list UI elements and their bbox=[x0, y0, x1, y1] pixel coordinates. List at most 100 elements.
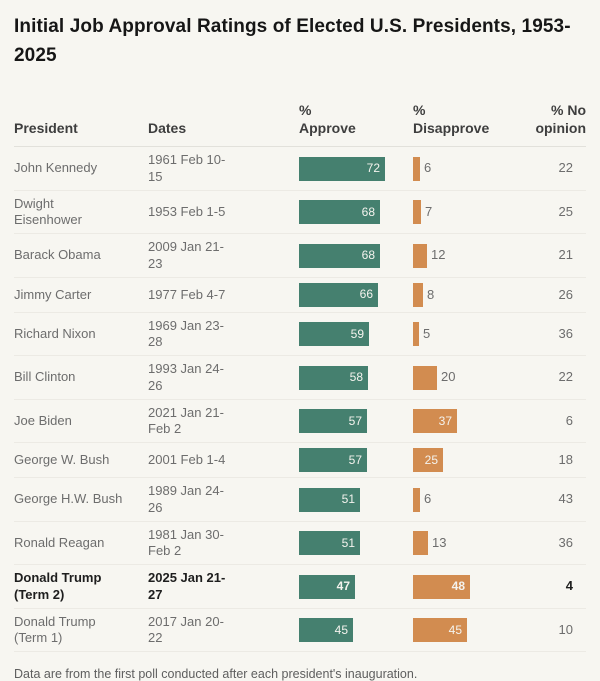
table-body: John Kennedy 1961 Feb 10-15 72 6 22 Dwight Ei… bbox=[14, 147, 586, 653]
disapprove-bar-wrap: 37 bbox=[413, 409, 523, 433]
disapprove-bar bbox=[413, 365, 437, 390]
disapprove-bar-wrap: 20 bbox=[413, 365, 523, 390]
disapprove-value: 6 bbox=[424, 491, 432, 507]
disapprove-value: 8 bbox=[427, 286, 435, 302]
approve-cell: 59 bbox=[299, 322, 413, 346]
table-row: Ronald Reagan 1981 Jan 30-Feb 2 51 13 36 bbox=[14, 522, 586, 566]
poll-dates: 1993 Jan 24-26 bbox=[148, 361, 224, 393]
approve-value: 57 bbox=[348, 452, 362, 467]
approve-cell: 47 bbox=[299, 574, 413, 599]
table-row: Barack Obama 2009 Jan 21-23 68 12 21 bbox=[14, 234, 586, 278]
disapprove-bar-wrap: 12 bbox=[413, 243, 523, 268]
table-row: Richard Nixon 1969 Jan 23-28 59 5 36 bbox=[14, 313, 586, 357]
president-cell: Dwight Eisenhower bbox=[14, 196, 148, 229]
disapprove-value: 7 bbox=[425, 203, 433, 219]
disapprove-bar: 25 bbox=[413, 448, 443, 473]
disapprove-value: 13 bbox=[432, 534, 447, 550]
president-name: Dwight Eisenhower bbox=[14, 195, 82, 227]
disapprove-cell: 48 bbox=[413, 574, 523, 599]
table-header-row: President Dates % Approve % Disapprove %… bbox=[14, 101, 586, 148]
poll-dates: 1969 Jan 23-28 bbox=[148, 317, 224, 349]
president-cell: George W. Bush bbox=[14, 452, 148, 468]
table-row: John Kennedy 1961 Feb 10-15 72 6 22 bbox=[14, 147, 586, 191]
disapprove-bar-wrap: 45 bbox=[413, 618, 523, 642]
dates-cell: 1969 Jan 23-28 bbox=[148, 318, 299, 351]
poll-dates: 1977 Feb 4-7 bbox=[148, 286, 226, 302]
poll-dates: 2001 Feb 1-4 bbox=[148, 452, 226, 468]
approve-bar: 68 bbox=[299, 200, 380, 224]
header-dates: Dates bbox=[148, 120, 187, 137]
approve-value: 47 bbox=[336, 579, 350, 593]
table-row: Jimmy Carter 1977 Feb 4-7 66 8 26 bbox=[14, 278, 586, 313]
no-opinion-value: 10 bbox=[558, 621, 573, 637]
president-name: Donald Trump (Term 2) bbox=[14, 570, 102, 602]
source-note: Data are from the first poll conducted a… bbox=[14, 667, 418, 681]
approve-bar: 47 bbox=[299, 574, 355, 599]
approve-value: 51 bbox=[341, 492, 355, 506]
disapprove-value: 37 bbox=[438, 413, 452, 428]
approve-cell: 51 bbox=[299, 487, 413, 512]
header-president: President bbox=[14, 120, 78, 137]
dates-cell: 2001 Feb 1-4 bbox=[148, 452, 299, 468]
header-approve: % Approve bbox=[299, 101, 356, 137]
president-name: Bill Clinton bbox=[14, 369, 76, 385]
poll-dates: 2009 Jan 21-23 bbox=[148, 239, 224, 271]
poll-dates: 1981 Jan 30-Feb 2 bbox=[148, 526, 224, 558]
dates-cell: 2021 Jan 21-Feb 2 bbox=[148, 405, 299, 438]
president-name: Ronald Reagan bbox=[14, 534, 105, 550]
disapprove-value: 20 bbox=[441, 369, 456, 385]
no-opinion-value: 4 bbox=[565, 578, 573, 594]
approve-value: 59 bbox=[350, 326, 364, 341]
approve-value: 68 bbox=[361, 248, 375, 262]
disapprove-bar: 48 bbox=[413, 574, 470, 599]
dates-cell: 1961 Feb 10-15 bbox=[148, 152, 299, 185]
disapprove-bar-wrap: 7 bbox=[413, 200, 523, 224]
disapprove-value: 5 bbox=[423, 325, 431, 341]
disapprove-cell: 13 bbox=[413, 531, 523, 555]
approve-bar: 68 bbox=[299, 243, 380, 268]
table-row: George H.W. Bush 1989 Jan 24-26 51 6 43 bbox=[14, 478, 586, 522]
disapprove-cell: 25 bbox=[413, 448, 523, 473]
approve-cell: 51 bbox=[299, 531, 413, 555]
table-row: Dwight Eisenhower 1953 Feb 1-5 68 7 25 bbox=[14, 191, 586, 235]
disapprove-bar-wrap: 6 bbox=[413, 487, 523, 512]
table-row: Donald Trump (Term 1) 2017 Jan 20-22 45 45 1… bbox=[14, 609, 586, 653]
approve-bar: 59 bbox=[299, 322, 369, 346]
dates-cell: 2017 Jan 20-22 bbox=[148, 614, 299, 647]
president-name: Jimmy Carter bbox=[14, 286, 92, 302]
disapprove-cell: 6 bbox=[413, 487, 523, 512]
president-cell: Donald Trump (Term 1) bbox=[14, 614, 148, 647]
disapprove-bar-wrap: 8 bbox=[413, 282, 523, 307]
dates-cell: 1953 Feb 1-5 bbox=[148, 204, 299, 220]
table-row: Joe Biden 2021 Jan 21-Feb 2 57 37 6 bbox=[14, 400, 586, 444]
approve-value: 57 bbox=[348, 413, 362, 428]
header-no-opinion: % No opinion bbox=[535, 101, 586, 137]
no-opinion-value: 36 bbox=[558, 534, 573, 550]
president-name: Donald Trump (Term 1) bbox=[14, 613, 96, 645]
approve-cell: 72 bbox=[299, 156, 413, 181]
approve-cell: 68 bbox=[299, 200, 413, 224]
disapprove-value: 25 bbox=[424, 452, 438, 467]
approve-bar: 58 bbox=[299, 365, 368, 390]
disapprove-bar bbox=[413, 156, 420, 181]
disapprove-cell: 7 bbox=[413, 200, 523, 224]
approve-cell: 68 bbox=[299, 243, 413, 268]
disapprove-cell: 6 bbox=[413, 156, 523, 181]
president-cell: Ronald Reagan bbox=[14, 535, 148, 551]
disapprove-bar-wrap: 25 bbox=[413, 448, 523, 473]
approve-value: 58 bbox=[349, 370, 363, 384]
chart-title: Initial Job Approval Ratings of Elected … bbox=[14, 16, 571, 67]
disapprove-bar bbox=[413, 200, 421, 224]
president-cell: George H.W. Bush bbox=[14, 491, 148, 507]
dates-cell: 2025 Jan 21-27 bbox=[148, 570, 299, 603]
poll-dates: 1961 Feb 10-15 bbox=[148, 152, 226, 184]
dates-cell: 1981 Jan 30-Feb 2 bbox=[148, 527, 299, 560]
president-cell: Richard Nixon bbox=[14, 326, 148, 342]
disapprove-bar-wrap: 5 bbox=[413, 322, 523, 346]
no-opinion-value: 36 bbox=[558, 325, 573, 341]
president-cell: Bill Clinton bbox=[14, 369, 148, 385]
no-opinion-value: 22 bbox=[558, 160, 573, 176]
disapprove-bar: 45 bbox=[413, 618, 467, 642]
dates-cell: 2009 Jan 21-23 bbox=[148, 239, 299, 272]
